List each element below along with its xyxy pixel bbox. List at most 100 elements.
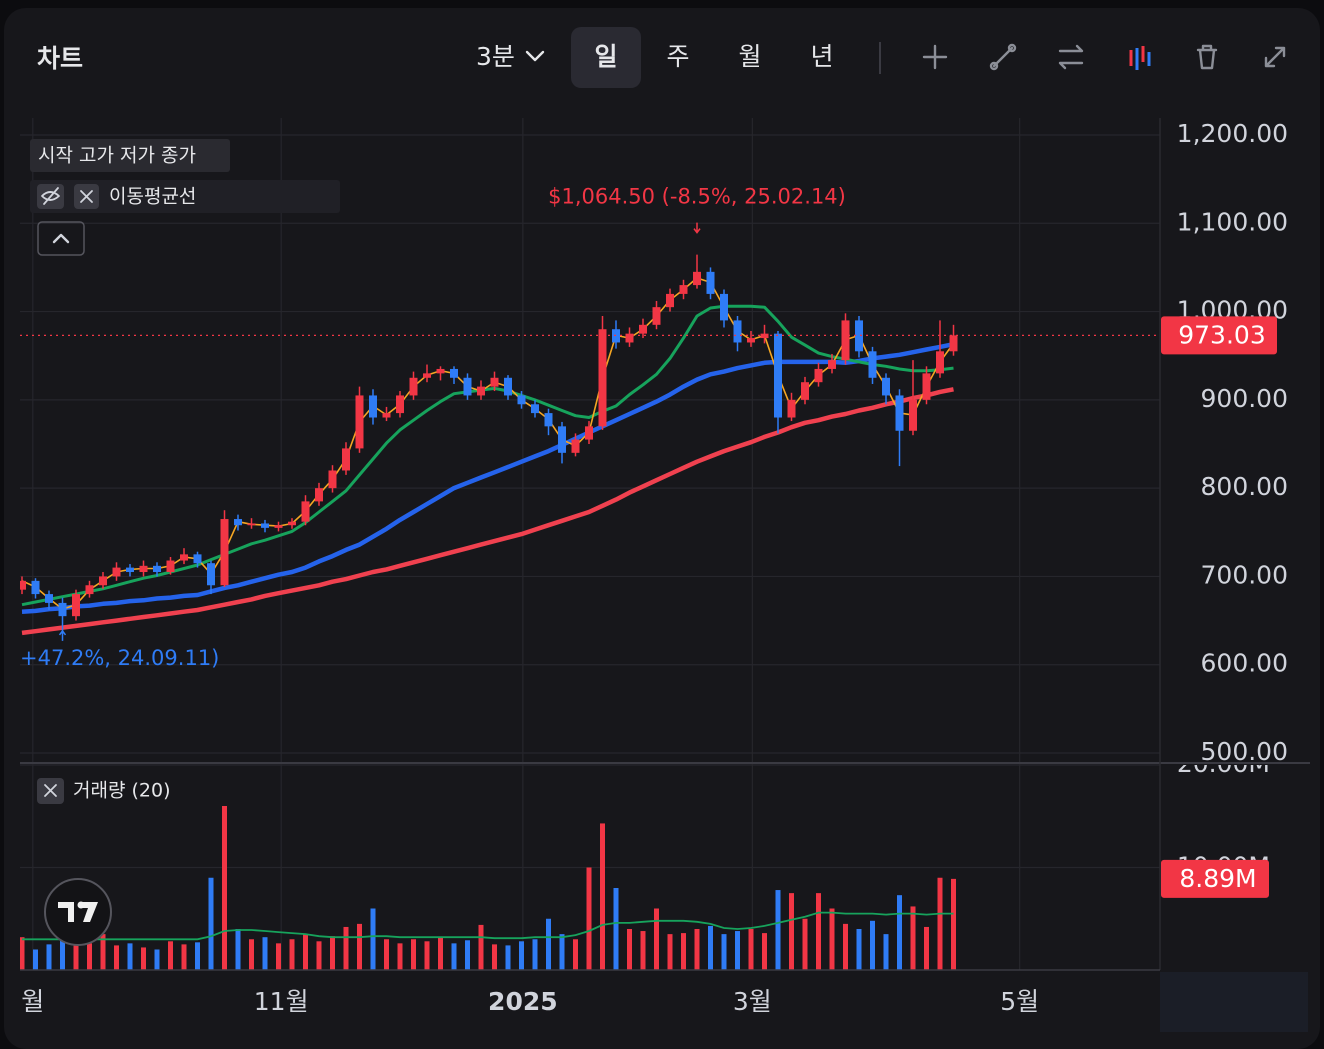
volume-bar bbox=[222, 806, 227, 970]
candle-body bbox=[841, 320, 850, 361]
candle-body bbox=[234, 519, 242, 526]
volume-bar bbox=[654, 908, 659, 970]
current-price-box bbox=[1161, 316, 1277, 355]
candle-body bbox=[193, 554, 202, 564]
volume-bar bbox=[600, 823, 605, 970]
volume-bar bbox=[141, 947, 146, 970]
y-tick-label: 800.00 bbox=[1201, 472, 1288, 501]
volume-bar bbox=[451, 943, 457, 970]
candle-body bbox=[261, 523, 269, 528]
candle-body bbox=[166, 560, 175, 573]
candle-body bbox=[787, 399, 796, 418]
moving-average bbox=[21, 277, 955, 610]
period-button[interactable]: 일 bbox=[594, 42, 617, 71]
volume-bar bbox=[586, 867, 592, 970]
volume-bar bbox=[384, 939, 389, 970]
volume-bar bbox=[721, 934, 727, 970]
collapse-legend[interactable] bbox=[37, 221, 85, 256]
volume-bar bbox=[100, 934, 106, 970]
candle-body bbox=[180, 554, 188, 561]
candle-body bbox=[450, 368, 458, 378]
chevron-up bbox=[52, 233, 70, 244]
logo[interactable] bbox=[44, 878, 112, 946]
candle-body bbox=[126, 567, 134, 573]
candle-body bbox=[949, 335, 958, 352]
candle-body bbox=[909, 399, 917, 431]
volume-bar bbox=[748, 929, 754, 970]
candle-body bbox=[301, 501, 310, 522]
x-tick-label: 월 bbox=[21, 987, 44, 1016]
volume-bar bbox=[924, 926, 929, 970]
period-button[interactable]: 주 bbox=[666, 42, 689, 71]
crosshair-tool[interactable] bbox=[922, 44, 948, 70]
close-icon bbox=[80, 190, 93, 203]
current-volume-box bbox=[1161, 859, 1269, 898]
volume-bar bbox=[762, 933, 767, 970]
volume-bar bbox=[168, 941, 173, 970]
volume-bar bbox=[843, 923, 848, 970]
volume-bar bbox=[181, 944, 187, 970]
candle-body bbox=[436, 368, 445, 374]
fullscreen-tool[interactable] bbox=[1264, 46, 1286, 68]
candle-body bbox=[666, 293, 674, 308]
candle-body bbox=[423, 373, 431, 378]
candle-body bbox=[733, 320, 742, 343]
draw-tool[interactable] bbox=[989, 43, 1017, 71]
volume-bar bbox=[330, 936, 335, 970]
volume-bar bbox=[667, 934, 673, 970]
annotation: +47.2%, 24.09.11) bbox=[20, 646, 219, 670]
moving-average bbox=[21, 341, 954, 614]
candle-body bbox=[855, 320, 863, 352]
volume-bar bbox=[505, 945, 511, 970]
candle-body bbox=[774, 333, 782, 418]
compare-tool[interactable] bbox=[1058, 44, 1084, 70]
selected-period-bg bbox=[571, 27, 641, 88]
candle-body bbox=[922, 373, 931, 400]
delete-tool[interactable] bbox=[1196, 44, 1218, 70]
period-button[interactable]: 년 bbox=[810, 42, 833, 71]
period-button[interactable]: 월 bbox=[738, 42, 761, 71]
interval-select[interactable]: 3분 bbox=[476, 42, 515, 71]
x-tick-label: 2025 bbox=[488, 987, 558, 1016]
volume-bar bbox=[235, 929, 241, 970]
candle-body bbox=[220, 519, 229, 586]
candle-body bbox=[369, 395, 377, 418]
volume-bar bbox=[357, 923, 362, 970]
candle-body bbox=[936, 351, 944, 374]
volume-bar bbox=[775, 890, 781, 970]
close-icon bbox=[44, 784, 57, 797]
candle-body bbox=[828, 360, 836, 369]
volume-bar bbox=[20, 937, 25, 970]
candle-body bbox=[895, 395, 904, 431]
volume-bar bbox=[708, 925, 713, 970]
volume-bar bbox=[127, 943, 133, 970]
candle-body bbox=[517, 395, 526, 405]
ma-legend-bg bbox=[30, 180, 340, 213]
volume-bar bbox=[87, 943, 92, 970]
volume-bar bbox=[276, 943, 281, 970]
candle-body bbox=[558, 426, 566, 453]
volume-bar bbox=[316, 941, 322, 970]
candle-body bbox=[801, 382, 809, 400]
candle-body bbox=[72, 594, 80, 617]
candle-body bbox=[720, 293, 728, 321]
candle-body bbox=[544, 413, 553, 427]
candle-body bbox=[153, 565, 161, 573]
candle-body bbox=[706, 271, 715, 294]
chart-style-tool[interactable] bbox=[1129, 46, 1151, 70]
volume-bar bbox=[532, 939, 538, 970]
candle-body bbox=[58, 602, 67, 617]
volume-bar bbox=[816, 893, 821, 970]
card bbox=[4, 8, 1320, 1049]
candle-body bbox=[247, 523, 256, 526]
candle-body bbox=[396, 395, 404, 414]
candle-body bbox=[868, 351, 877, 378]
volume-bar bbox=[870, 920, 875, 970]
candle-body bbox=[490, 377, 499, 387]
candle-body bbox=[625, 333, 634, 343]
current-volume-label: 8.89M bbox=[1179, 864, 1256, 893]
interval-chevron[interactable] bbox=[525, 50, 545, 62]
x-tick-label: 3월 bbox=[733, 987, 772, 1016]
candle-body bbox=[382, 413, 391, 418]
